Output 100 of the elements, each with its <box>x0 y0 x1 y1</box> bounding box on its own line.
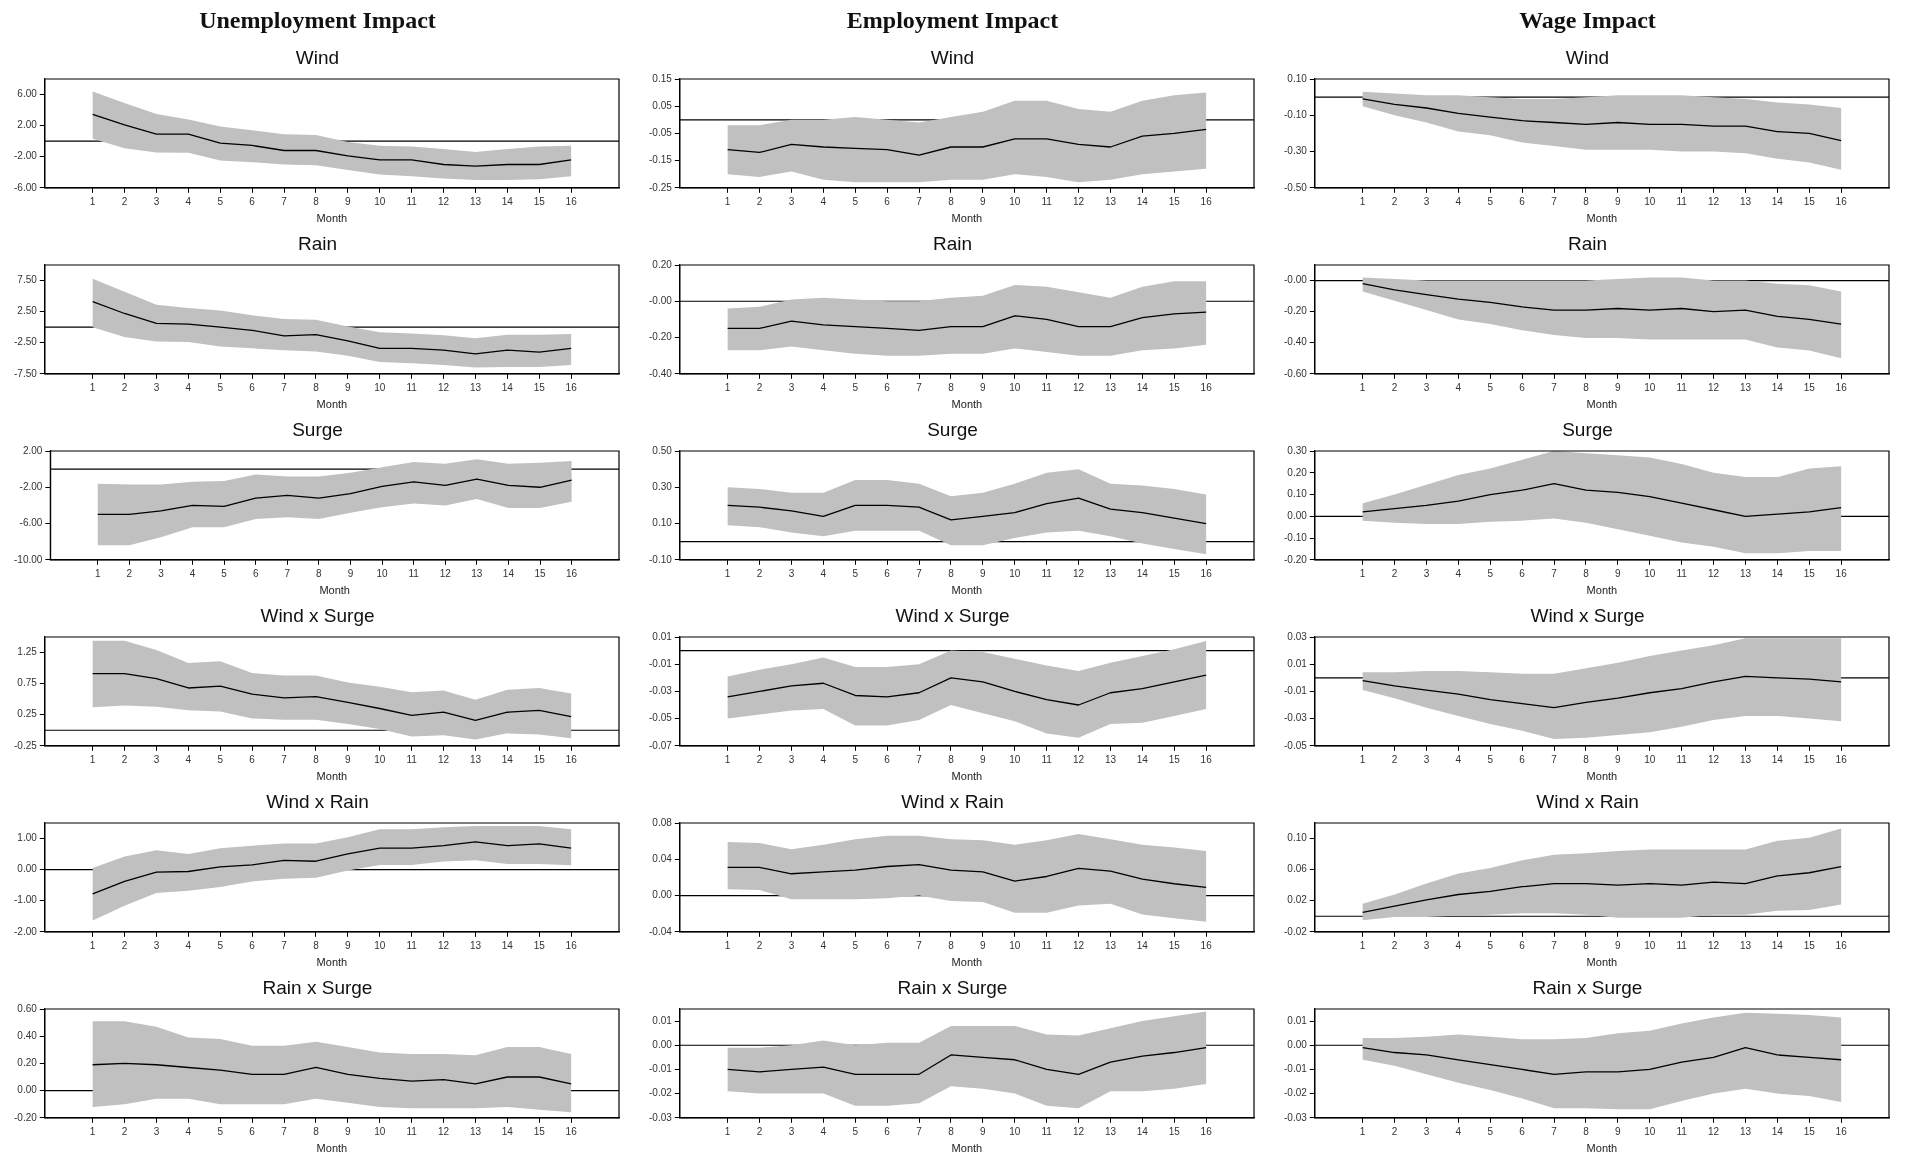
x-tick-label: 6 <box>1518 753 1525 765</box>
x-tick-label: 3 <box>788 381 795 393</box>
x-tick-label: 9 <box>344 381 351 393</box>
x-tick-label: 11 <box>1675 1125 1687 1137</box>
x-tick-label: 13 <box>1104 939 1116 951</box>
y-tick-label: 0.40 <box>16 1029 37 1041</box>
y-tick-label: 2.00 <box>22 444 43 456</box>
y-tick-label: -0.05 <box>648 712 672 724</box>
x-tick-label: 1 <box>89 939 96 951</box>
x-tick-label: 7 <box>915 1125 922 1137</box>
y-tick-label: -0.02 <box>648 1087 672 1099</box>
x-tick-label: 15 <box>1168 567 1180 579</box>
x-tick-label: 10 <box>373 1125 386 1137</box>
x-tick-label: 12 <box>437 939 450 951</box>
x-tick-label: 11 <box>405 1125 417 1137</box>
x-axis-title: Month <box>951 212 982 225</box>
chart-title: Unemployment Impact <box>199 6 436 35</box>
x-tick-label: 7 <box>284 567 291 579</box>
y-tick-label: -0.04 <box>648 925 672 937</box>
x-tick-label: 4 <box>820 1125 827 1137</box>
y-tick-label: 0.20 <box>651 258 672 270</box>
x-tick-label: 3 <box>1423 567 1430 579</box>
y-tick-label: 0.60 <box>16 1002 37 1014</box>
x-tick-label: 3 <box>788 195 795 207</box>
x-tick-label: 7 <box>915 381 922 393</box>
x-tick-label: 7 <box>1550 939 1557 951</box>
x-tick-label: 4 <box>820 381 827 393</box>
y-tick-label: -0.03 <box>648 1111 672 1123</box>
x-tick-label: 10 <box>1008 195 1021 207</box>
y-tick-label: -0.03 <box>648 685 672 697</box>
x-tick-label: 1 <box>724 753 731 765</box>
chart-title: Wind x Surge <box>1530 604 1645 628</box>
x-tick-label: 8 <box>312 381 319 393</box>
x-tick-label: 5 <box>1486 195 1493 207</box>
x-tick-label: 12 <box>437 1125 450 1137</box>
y-tick-label: -0.01 <box>648 1063 672 1075</box>
x-tick-label: 16 <box>1835 753 1847 765</box>
x-tick-label: 4 <box>185 381 192 393</box>
x-tick-label: 8 <box>947 567 954 579</box>
y-tick-label: 0.01 <box>1286 1014 1307 1026</box>
x-tick-label: 13 <box>470 567 483 579</box>
x-tick-label: 13 <box>1104 381 1116 393</box>
x-tick-label: 12 <box>1707 567 1720 579</box>
x-tick-label: 11 <box>1040 753 1052 765</box>
x-tick-label: 12 <box>1707 939 1720 951</box>
y-tick-label: 0.20 <box>16 1057 37 1069</box>
x-tick-label: 6 <box>883 567 890 579</box>
y-tick-label: -2.50 <box>13 336 37 348</box>
x-tick-label: 9 <box>979 939 986 951</box>
y-tick-label: -0.20 <box>648 331 672 343</box>
x-tick-label: 13 <box>1739 1125 1751 1137</box>
x-tick-label: 14 <box>1771 381 1783 393</box>
x-tick-label: 10 <box>373 753 386 765</box>
x-tick-label: 4 <box>1455 939 1462 951</box>
x-tick-label: 10 <box>376 567 388 579</box>
x-tick-label: 16 <box>1835 195 1847 207</box>
x-tick-label: 7 <box>280 753 287 765</box>
x-tick-label: 15 <box>533 939 545 951</box>
x-tick-label: 11 <box>405 195 417 207</box>
x-tick-label: 2 <box>126 567 133 579</box>
x-axis-title: Month <box>316 398 347 411</box>
x-tick-label: 1 <box>1359 1125 1366 1137</box>
x-tick-label: 10 <box>1008 567 1021 579</box>
x-tick-label: 5 <box>851 939 858 951</box>
x-tick-label: 15 <box>1803 567 1815 579</box>
x-tick-label: 11 <box>1040 195 1052 207</box>
x-tick-label: 8 <box>1582 939 1589 951</box>
x-tick-label: 12 <box>1072 381 1085 393</box>
x-tick-label: 6 <box>1518 567 1525 579</box>
x-tick-label: 14 <box>1136 195 1148 207</box>
chart-title: Surge <box>292 418 343 442</box>
chart-title: Wind x Rain <box>1536 790 1639 814</box>
x-tick-label: 2 <box>1391 381 1398 393</box>
y-tick-label: -0.15 <box>648 154 672 166</box>
x-tick-label: 12 <box>1072 567 1085 579</box>
x-tick-label: 4 <box>189 567 196 579</box>
x-tick-label: 6 <box>248 195 255 207</box>
x-tick-label: 5 <box>216 753 223 765</box>
x-tick-label: 4 <box>1455 195 1462 207</box>
x-tick-label: 9 <box>979 567 986 579</box>
x-tick-label: 6 <box>1518 939 1525 951</box>
x-tick-label: 5 <box>851 1125 858 1137</box>
x-tick-label: 7 <box>1550 195 1557 207</box>
x-tick-label: 13 <box>1739 753 1751 765</box>
y-tick-label: 6.00 <box>16 88 37 100</box>
x-tick-label: 14 <box>1136 753 1148 765</box>
x-tick-label: 3 <box>788 753 795 765</box>
x-tick-label: 3 <box>1423 381 1430 393</box>
x-tick-label: 13 <box>469 195 481 207</box>
x-tick-label: 8 <box>312 195 319 207</box>
x-tick-label: 16 <box>1835 567 1847 579</box>
y-tick-label: 0.30 <box>1286 444 1307 456</box>
y-tick-label: 0.04 <box>651 853 672 865</box>
x-tick-label: 8 <box>947 195 954 207</box>
x-tick-label: 10 <box>373 939 386 951</box>
x-tick-label: 9 <box>1614 567 1621 579</box>
y-tick-label: 0.00 <box>16 1084 37 1096</box>
x-tick-label: 11 <box>1675 939 1687 951</box>
x-tick-label: 3 <box>153 195 160 207</box>
y-tick-label: -1.00 <box>13 894 37 906</box>
